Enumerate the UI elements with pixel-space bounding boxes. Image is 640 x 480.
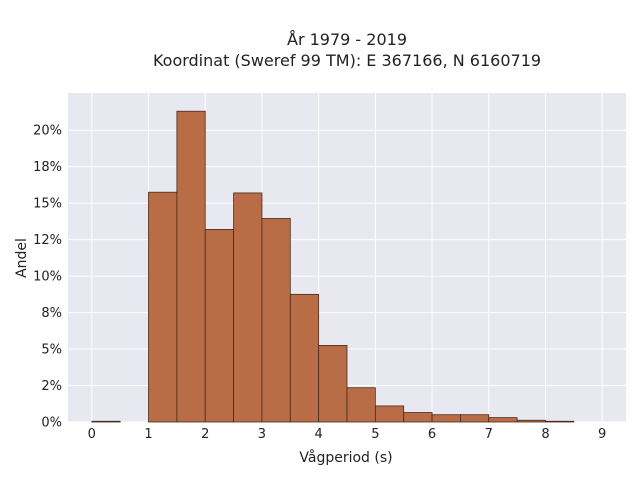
- y-tick-label-7: 18%: [33, 160, 62, 175]
- bar-6: [261, 218, 291, 423]
- bar-12: [431, 414, 461, 423]
- x-axis-label: Vågperiod (s): [299, 449, 392, 466]
- x-tick-label-7: 7: [485, 427, 493, 442]
- y-tick-label-3: 8%: [41, 306, 62, 321]
- bar-11: [403, 412, 433, 423]
- bar-4: [204, 229, 234, 423]
- x-tick-label-0: 0: [88, 427, 96, 442]
- chart-title-line-2: Koordinat (Sweref 99 TM): E 367166, N 61…: [153, 51, 541, 70]
- y-tick-label-4: 10%: [33, 270, 62, 285]
- y-tick-label-5: 12%: [33, 233, 62, 248]
- x-tick-label-8: 8: [541, 427, 549, 442]
- x-tick-label-5: 5: [371, 427, 379, 442]
- bar-2: [148, 191, 178, 423]
- x-axis-ticks: 0 1 2 3 4 5 6 7 8 9: [88, 427, 607, 442]
- bar-0: [91, 420, 121, 423]
- x-tick-label-6: 6: [428, 427, 436, 442]
- y-tick-label-8: 20%: [33, 124, 62, 139]
- bar-3: [176, 110, 206, 423]
- bar-9: [346, 387, 376, 423]
- bar-8: [318, 345, 348, 423]
- bar-7: [289, 293, 320, 423]
- x-tick-label-2: 2: [201, 427, 209, 442]
- x-tick-label-4: 4: [315, 427, 323, 442]
- bar-14: [488, 417, 518, 423]
- chart-title-line-1: År 1979 - 2019: [287, 30, 407, 49]
- y-axis-label: Andel: [14, 238, 30, 278]
- y-tick-label-6: 15%: [33, 197, 62, 212]
- x-tick-label-1: 1: [144, 427, 152, 442]
- y-tick-label-0: 0%: [41, 416, 62, 431]
- bar-15: [516, 419, 546, 423]
- x-tick-label-3: 3: [258, 427, 266, 442]
- bar-13: [460, 414, 490, 423]
- y-axis-ticks: 0% 2% 5% 8% 10% 12% 15% 18% 20%: [33, 124, 62, 431]
- bar-10: [374, 405, 405, 423]
- y-tick-label-2: 5%: [41, 343, 62, 358]
- bar-16: [545, 420, 575, 423]
- y-tick-label-1: 2%: [41, 379, 62, 394]
- x-tick-label-9: 9: [598, 427, 606, 442]
- histogram-bars: [91, 110, 575, 423]
- bar-5: [233, 192, 263, 423]
